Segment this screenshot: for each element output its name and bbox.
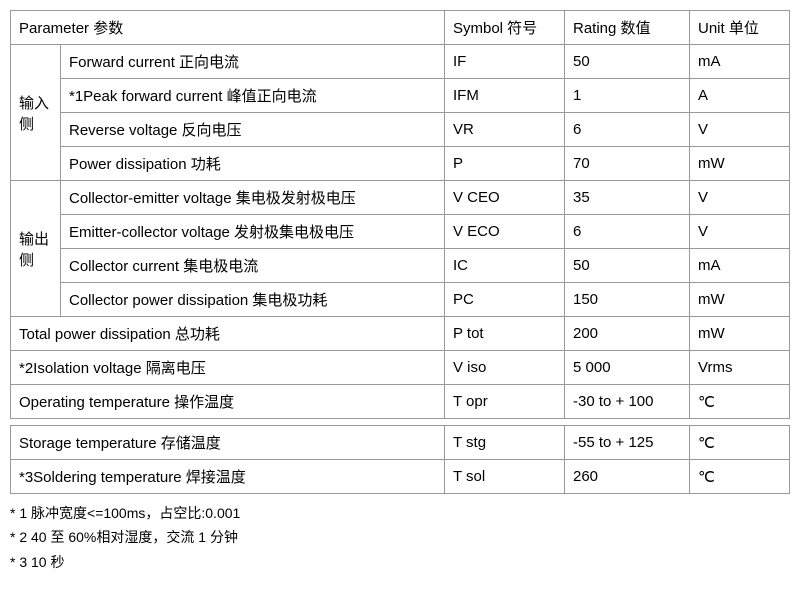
cell-unit: Vrms	[690, 351, 790, 385]
cell-symbol: P tot	[445, 317, 565, 351]
cell-symbol: IF	[445, 45, 565, 79]
cell-param: Collector current 集电极电流	[61, 249, 445, 283]
table-row: Power dissipation 功耗 P 70 mW	[11, 147, 790, 181]
cell-param: Total power dissipation 总功耗	[11, 317, 445, 351]
table-row: Storage temperature 存储温度 T stg -55 to + …	[11, 426, 790, 460]
table-row: Total power dissipation 总功耗 P tot 200 mW	[11, 317, 790, 351]
cell-param: Collector-emitter voltage 集电极发射极电压	[61, 181, 445, 215]
cell-symbol: P	[445, 147, 565, 181]
cell-rating: 5 000	[565, 351, 690, 385]
cell-param: Emitter-collector voltage 发射极集电极电压	[61, 215, 445, 249]
header-symbol: Symbol 符号	[445, 11, 565, 45]
cell-symbol: VR	[445, 113, 565, 147]
table-row: *3Soldering temperature 焊接温度 T sol 260 ℃	[11, 460, 790, 494]
cell-param: *3Soldering temperature 焊接温度	[11, 460, 445, 494]
cell-unit: mW	[690, 283, 790, 317]
cell-rating: 50	[565, 45, 690, 79]
cell-symbol: V ECO	[445, 215, 565, 249]
group-input: 输入侧	[11, 45, 61, 181]
cell-unit: mW	[690, 317, 790, 351]
footnote-3: * 3 10 秒	[10, 551, 790, 573]
cell-param: Operating temperature 操作温度	[11, 385, 445, 419]
table-row: 输入侧 Forward current 正向电流 IF 50 mA	[11, 45, 790, 79]
cell-param: *1Peak forward current 峰值正向电流	[61, 79, 445, 113]
cell-unit: ℃	[690, 460, 790, 494]
cell-rating: 70	[565, 147, 690, 181]
cell-rating: 6	[565, 113, 690, 147]
table-row: Emitter-collector voltage 发射极集电极电压 V ECO…	[11, 215, 790, 249]
table-row: Reverse voltage 反向电压 VR 6 V	[11, 113, 790, 147]
cell-rating: 50	[565, 249, 690, 283]
table-row: *2Isolation voltage 隔离电压 V iso 5 000 Vrm…	[11, 351, 790, 385]
cell-param: Power dissipation 功耗	[61, 147, 445, 181]
cell-symbol: V iso	[445, 351, 565, 385]
cell-param: Forward current 正向电流	[61, 45, 445, 79]
cell-unit: V	[690, 181, 790, 215]
cell-rating: 6	[565, 215, 690, 249]
cell-rating: -30 to + 100	[565, 385, 690, 419]
footnote-2: * 2 40 至 60%相对湿度，交流 1 分钟	[10, 526, 790, 548]
cell-unit: V	[690, 215, 790, 249]
header-row: Parameter 参数 Symbol 符号 Rating 数值 Unit 单位	[11, 11, 790, 45]
table-row: Collector power dissipation 集电极功耗 PC 150…	[11, 283, 790, 317]
cell-rating: 150	[565, 283, 690, 317]
cell-symbol: T opr	[445, 385, 565, 419]
table-row: Operating temperature 操作温度 T opr -30 to …	[11, 385, 790, 419]
cell-unit: mA	[690, 45, 790, 79]
cell-unit: ℃	[690, 385, 790, 419]
cell-rating: 200	[565, 317, 690, 351]
cell-unit: A	[690, 79, 790, 113]
cell-rating: 1	[565, 79, 690, 113]
cell-symbol: T sol	[445, 460, 565, 494]
cell-param: *2Isolation voltage 隔离电压	[11, 351, 445, 385]
gap-row	[11, 419, 790, 426]
header-unit: Unit 单位	[690, 11, 790, 45]
cell-symbol: IFM	[445, 79, 565, 113]
cell-param: Reverse voltage 反向电压	[61, 113, 445, 147]
cell-rating: 35	[565, 181, 690, 215]
spec-table: Parameter 参数 Symbol 符号 Rating 数值 Unit 单位…	[10, 10, 790, 494]
table-row: *1Peak forward current 峰值正向电流 IFM 1 A	[11, 79, 790, 113]
header-rating: Rating 数值	[565, 11, 690, 45]
group-output: 输出侧	[11, 181, 61, 317]
cell-unit: mW	[690, 147, 790, 181]
cell-rating: 260	[565, 460, 690, 494]
table-row: Collector current 集电极电流 IC 50 mA	[11, 249, 790, 283]
cell-symbol: PC	[445, 283, 565, 317]
cell-unit: mA	[690, 249, 790, 283]
cell-param: Collector power dissipation 集电极功耗	[61, 283, 445, 317]
cell-param: Storage temperature 存储温度	[11, 426, 445, 460]
cell-unit: ℃	[690, 426, 790, 460]
cell-symbol: T stg	[445, 426, 565, 460]
cell-rating: -55 to + 125	[565, 426, 690, 460]
footnote-1: * 1 脉冲宽度<=100ms，占空比:0.001	[10, 502, 790, 524]
cell-symbol: V CEO	[445, 181, 565, 215]
footnotes: * 1 脉冲宽度<=100ms，占空比:0.001 * 2 40 至 60%相对…	[10, 502, 790, 573]
cell-symbol: IC	[445, 249, 565, 283]
header-parameter: Parameter 参数	[11, 11, 445, 45]
cell-unit: V	[690, 113, 790, 147]
table-row: 输出侧 Collector-emitter voltage 集电极发射极电压 V…	[11, 181, 790, 215]
